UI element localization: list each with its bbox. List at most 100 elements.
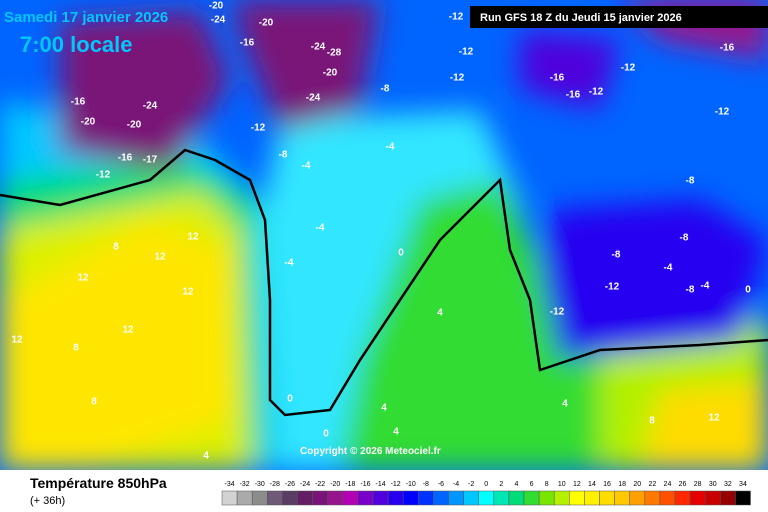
contour-label: 4 — [393, 427, 399, 438]
scale-label: -32 — [240, 481, 250, 488]
contour-label: -20 — [209, 1, 224, 12]
scale-swatch — [463, 490, 479, 506]
contour-label: 12 — [122, 325, 134, 336]
map-field — [0, 0, 768, 470]
contour-label: -16 — [720, 43, 735, 54]
contour-label: -16 — [566, 90, 581, 101]
scale-swatch — [493, 490, 510, 506]
contour-label: -4 — [701, 281, 710, 292]
scale-label: -12 — [391, 481, 401, 488]
scale-swatch — [236, 490, 253, 506]
contour-label: -12 — [459, 47, 474, 58]
contour-label: -8 — [381, 84, 390, 95]
scale-swatch — [448, 490, 464, 506]
scale-label: -8 — [423, 481, 429, 488]
contour-label: -16 — [240, 38, 255, 49]
contour-label: 0 — [745, 285, 751, 296]
scale-label: 26 — [679, 481, 687, 488]
contour-label: 8 — [113, 242, 119, 253]
scale-swatch — [418, 490, 434, 506]
contour-label: -12 — [550, 307, 565, 318]
contour-label: -17 — [143, 155, 158, 166]
scale-swatch — [342, 490, 359, 506]
scale-label: -28 — [270, 481, 280, 488]
contour-label: -4 — [386, 142, 395, 153]
scale-swatch — [735, 490, 751, 506]
contour-label: -16 — [118, 153, 133, 164]
forecast-date: Samedi 17 janvier 2026 — [4, 9, 168, 26]
contour-label: -4 — [664, 263, 673, 274]
contour-label: -12 — [715, 107, 730, 118]
scale-swatch — [251, 490, 268, 506]
footer-lead: (+ 36h) — [30, 495, 65, 507]
contour-label: -12 — [449, 12, 464, 23]
scale-swatch — [357, 490, 374, 506]
scale-label: -20 — [330, 481, 340, 488]
contour-label: -16 — [71, 97, 86, 108]
scale-label: 4 — [514, 481, 518, 488]
scale-label: -2 — [468, 481, 474, 488]
contour-label: -24 — [306, 93, 321, 104]
contour-label: -12 — [450, 73, 465, 84]
scale-label: 30 — [709, 481, 717, 488]
contour-label: 4 — [381, 403, 387, 414]
contour-label: 8 — [91, 397, 97, 408]
scale-label: -30 — [255, 481, 265, 488]
contour-label: -8 — [680, 233, 689, 244]
forecast-time: 7:00 locale — [20, 32, 133, 57]
scale-label: 22 — [648, 481, 656, 488]
contour-label: -16 — [550, 73, 565, 84]
scale-label: -4 — [453, 481, 459, 488]
scale-label: -16 — [360, 481, 370, 488]
footer-title: Température 850hPa — [30, 475, 167, 491]
contour-label: 4 — [437, 308, 443, 319]
scale-swatch — [720, 490, 736, 506]
scale-label: 20 — [633, 481, 641, 488]
scale-label: -18 — [345, 481, 355, 488]
scale-swatch — [523, 490, 540, 506]
contour-label: 12 — [154, 252, 166, 263]
scale-swatch — [267, 490, 283, 506]
scale-swatch — [312, 490, 328, 506]
scale-label: 14 — [588, 481, 596, 488]
contour-label: -12 — [251, 123, 266, 134]
scale-label: 18 — [618, 481, 626, 488]
scale-label: -6 — [438, 481, 444, 488]
scale-swatch — [584, 490, 600, 506]
contour-label: -12 — [589, 87, 604, 98]
scale-label: -24 — [300, 481, 310, 488]
contour-label: -4 — [316, 223, 325, 234]
scale-label: -22 — [315, 481, 325, 488]
scale-label: 24 — [664, 481, 672, 488]
scale-swatch — [569, 490, 585, 506]
scale-label: 8 — [545, 481, 549, 488]
contour-label: -8 — [686, 285, 695, 296]
color-scale: -34 -32 -30 -28 -26 -24 -22 -20 -18 -16 -14 -12 -10-… — [221, 481, 751, 506]
contour-label: 0 — [323, 429, 329, 440]
scale-label: 34 — [739, 481, 747, 488]
contour-label: -4 — [302, 161, 311, 172]
contour-label: -28 — [327, 48, 342, 59]
scale-swatch — [282, 490, 298, 506]
scale-label: -10 — [406, 481, 416, 488]
contour-label: 12 — [708, 413, 720, 424]
scale-swatch — [372, 490, 389, 506]
scale-label: 6 — [530, 481, 534, 488]
scale-label: 32 — [724, 481, 732, 488]
contour-label: 12 — [11, 335, 23, 346]
scale-swatch — [553, 490, 570, 506]
contour-label: -24 — [211, 15, 226, 26]
scale-swatch — [659, 490, 676, 506]
copyright: Copyright © 2026 Meteociel.fr — [300, 446, 441, 457]
contour-label: 8 — [649, 416, 655, 427]
contour-label: 4 — [203, 451, 209, 462]
contour-label: -20 — [323, 68, 338, 79]
scale-swatch — [704, 490, 721, 506]
run-box — [470, 6, 768, 28]
scale-swatch — [402, 490, 419, 506]
contour-label: 12 — [182, 287, 194, 298]
scale-swatch — [538, 490, 555, 506]
scale-swatch — [327, 490, 344, 506]
scale-label: 2 — [499, 481, 503, 488]
scale-swatch — [629, 490, 646, 506]
